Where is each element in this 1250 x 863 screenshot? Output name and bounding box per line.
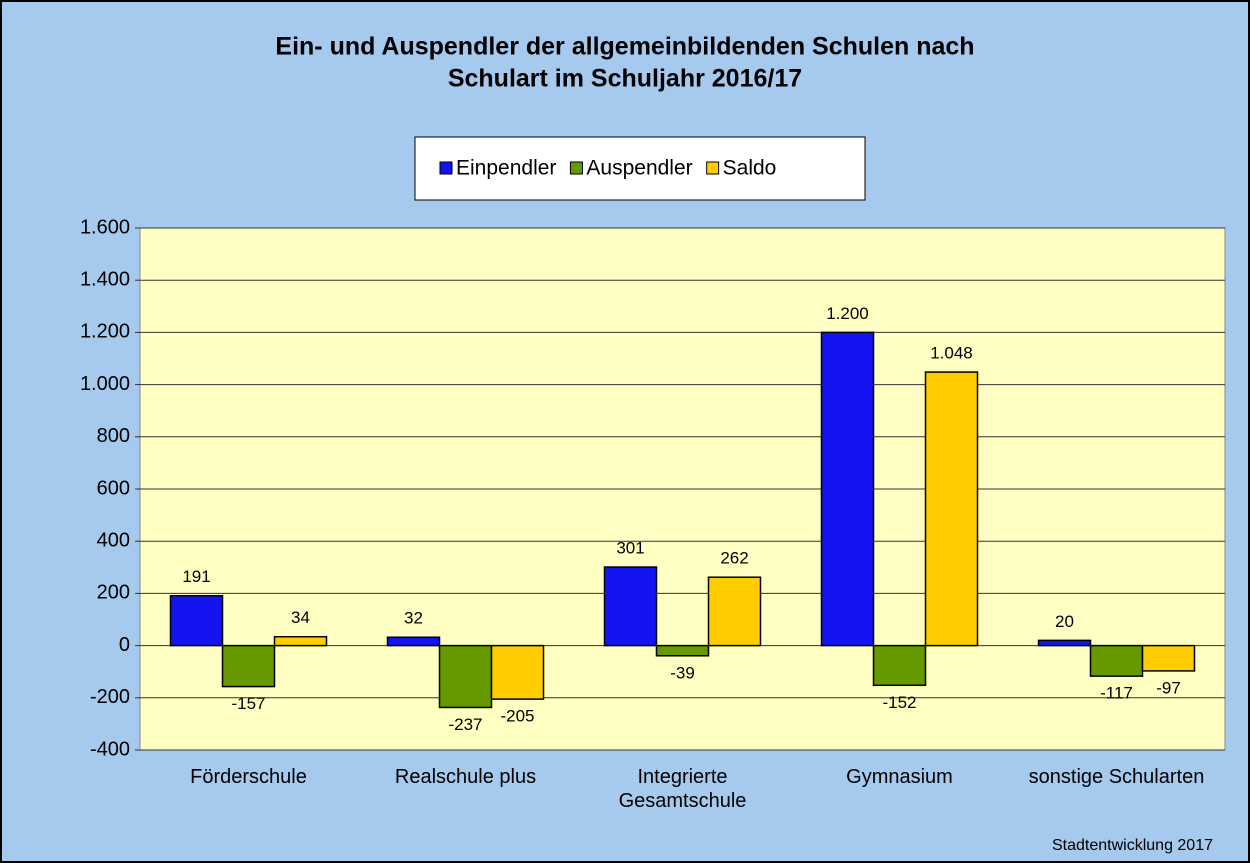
x-tick-label: Förderschule	[190, 766, 307, 788]
bar	[438, 644, 493, 709]
value-label: -39	[670, 663, 695, 682]
bar	[872, 644, 927, 687]
value-label: -157	[231, 694, 265, 713]
source: Stadtentwicklung 2017	[1052, 837, 1213, 854]
value-label: 301	[616, 539, 644, 558]
legend-label: Einpendler	[456, 157, 556, 180]
x-tick-label: sonstige Schularten	[1028, 766, 1205, 788]
bar	[221, 644, 276, 688]
y-tick-label: 400	[97, 529, 130, 551]
y-tick-label: 800	[97, 425, 130, 447]
value-label: 32	[404, 609, 423, 628]
bar	[273, 635, 328, 647]
value-label: 34	[291, 608, 310, 627]
y-tick-label: -400	[90, 738, 130, 760]
bar	[1037, 639, 1092, 647]
legend-swatch	[569, 161, 583, 175]
y-tick-label: 1.400	[80, 268, 130, 290]
bar	[655, 644, 710, 657]
chart-subtitle: Schulart im Schuljahr 2016/17	[448, 65, 802, 93]
x-tick-label: Gymnasium	[846, 766, 953, 788]
y-tick-label: 0	[119, 634, 130, 656]
bar	[707, 576, 762, 647]
bar	[1141, 644, 1196, 672]
value-label: 20	[1055, 612, 1074, 631]
value-label: -205	[500, 707, 534, 726]
y-tick-label: -200	[90, 686, 130, 708]
chart-title: Ein- und Auspendler der allgemeinbildend…	[275, 33, 974, 61]
y-tick-label: 600	[97, 477, 130, 499]
bar	[490, 644, 545, 700]
bar	[169, 594, 224, 647]
value-label: 191	[182, 567, 210, 586]
value-label: -237	[448, 715, 482, 734]
y-tick-label: 200	[97, 582, 130, 604]
value-label: 1.200	[826, 304, 869, 323]
bar	[386, 636, 441, 647]
y-tick-label: 1.200	[80, 321, 130, 343]
bar	[603, 566, 658, 647]
value-label: -152	[882, 693, 916, 712]
legend-label: Saldo	[723, 157, 777, 180]
x-tick-label: Realschule plus	[394, 766, 537, 788]
bar	[820, 331, 875, 647]
legend-box	[414, 136, 866, 201]
legend-swatch	[706, 161, 720, 175]
value-label: 262	[720, 549, 748, 568]
y-tick-label: 1.600	[80, 216, 130, 238]
y-tick-label: 1.000	[80, 373, 130, 395]
x-tick-label: Integrierte Gesamtschule	[618, 766, 747, 812]
legend-label: Auspendler	[586, 157, 692, 180]
legend-swatch	[439, 161, 453, 175]
bar	[1089, 644, 1144, 677]
bar	[924, 371, 979, 647]
value-label: 1.048	[930, 344, 973, 363]
value-label: -117	[1100, 684, 1133, 703]
value-label: -97	[1156, 678, 1181, 697]
